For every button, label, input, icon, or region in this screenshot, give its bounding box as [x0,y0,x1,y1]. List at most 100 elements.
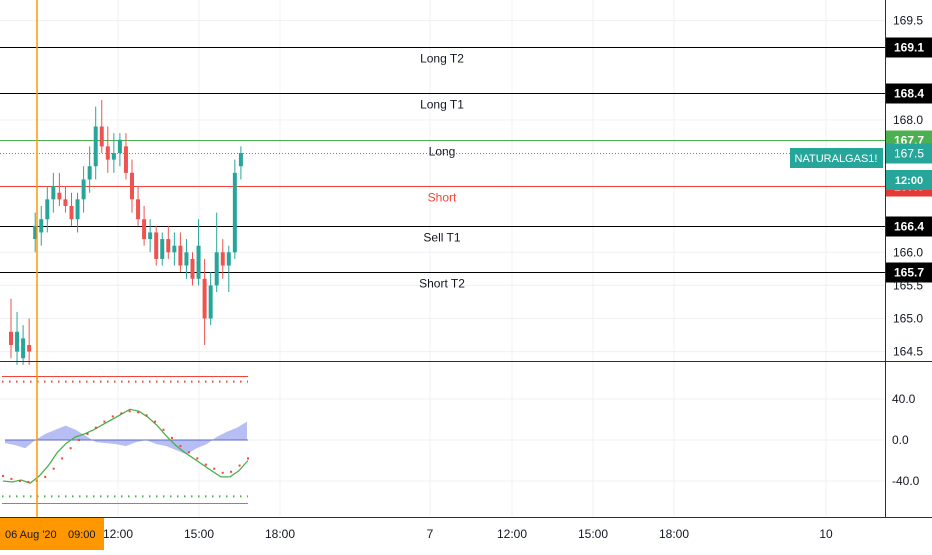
candle-body [220,252,225,266]
candlestick-series [9,100,243,365]
candle [166,225,171,259]
candle-body [9,331,13,345]
candle [99,100,104,153]
candle [190,252,195,286]
candle-body [21,338,26,359]
candle-body [69,205,74,220]
oscillator-dot [179,445,182,448]
candle [154,225,159,266]
price-tick-label: 169.5 [893,14,923,28]
candle [123,133,128,180]
time-tick-label: 15:00 [184,527,214,541]
candle-body [190,258,195,279]
time-tick-label: 18:00 [659,527,689,541]
oscillator-dot [247,457,249,460]
current-time-tag: 12:00 [895,175,923,187]
oscillator-dot [187,451,190,454]
candle-body [75,199,80,220]
chart-grid [0,0,885,517]
time-tick-label: 12:00 [497,527,527,541]
oscillator-dot [120,412,123,415]
candle-body [51,186,56,200]
level-tag-bg [886,262,932,283]
oscillator-histogram [5,421,247,455]
candle [238,146,243,180]
oscillator-dot [196,457,199,460]
level-label: Long T2 [420,52,464,66]
oscillator-dot [213,467,216,470]
candle-body [232,172,237,253]
oscillator-dot [27,481,30,483]
time-tick-label: 7 [427,527,434,541]
candle-body [99,126,104,147]
crosshair-time-tag: 06 Aug '20 09:00 [0,518,104,550]
candle [15,311,20,365]
oscillator-dot [18,480,21,482]
candle [136,186,141,226]
candle [21,325,26,365]
oscillator-dot [86,432,89,435]
candle-body [148,232,153,240]
candle [87,146,92,193]
candle-body [117,139,122,153]
candle [184,239,189,279]
price-tick-label: 166.0 [893,245,923,259]
candle-body [33,225,38,240]
candle-body [178,245,183,266]
time-tick-label: 12:00 [103,527,133,541]
candle [75,192,80,233]
candle [93,106,98,180]
candle [63,186,68,213]
level-tag-bg [886,216,932,237]
oscillator-dot [44,475,47,478]
oscillator-dot [61,457,64,460]
candle-body [111,153,116,160]
level-tag: 165.7 [894,266,924,280]
oscillator-dot [128,410,131,413]
candle [208,272,213,326]
last-price-tag: 167.5 [894,147,924,161]
oscillator-dot [10,477,13,480]
candle-body [136,199,141,220]
candle [226,245,231,293]
candle-body [63,199,68,206]
oscillator-tick-label: 40.0 [892,392,916,406]
candle-body [142,219,147,240]
level-label: Short [428,191,457,205]
level-tag-bg [886,37,932,58]
candle-body [184,252,189,266]
time-tick-label: 18:00 [265,527,295,541]
candle-body [45,199,50,220]
crosshair-date-label: 06 Aug '20 [5,529,57,541]
oscillator-dot [230,470,233,473]
level-label: Short T2 [419,277,465,291]
candle-body [130,172,134,200]
candle-body [15,331,20,352]
candle [105,126,110,173]
candle [51,172,56,213]
candle-body [39,219,44,233]
level-label: Long [429,145,456,159]
oscillator-tick-label: -40.0 [892,474,920,488]
candle-body [196,245,201,279]
candle-body [166,239,171,253]
candle [81,166,86,213]
candle [111,133,116,173]
price-tick-label: 168.0 [893,113,923,127]
candle [172,232,177,266]
candle [178,232,183,273]
level-tag-bg [886,83,932,104]
oscillator-dot [2,474,4,477]
crosshair-time-label: 09:00 [68,529,96,541]
candle-body [27,344,32,352]
price-tick-label: 165.5 [893,278,923,292]
candle-body [214,252,219,286]
candle-body [226,252,231,266]
candle [69,192,74,226]
oscillator-tick-label: 0.0 [892,433,909,447]
candle [39,205,44,246]
current-time-tag-bg [886,170,932,190]
level-tag: 168.4 [894,87,924,101]
